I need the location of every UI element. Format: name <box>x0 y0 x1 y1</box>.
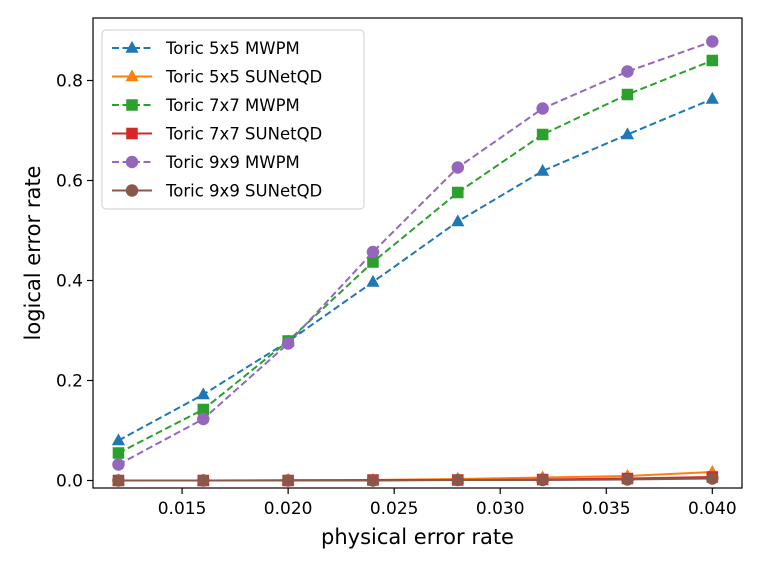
legend-marker <box>125 155 139 169</box>
x-tick-label: 0.020 <box>264 499 313 519</box>
series-line <box>117 40 713 466</box>
legend-marker <box>126 99 138 111</box>
data-point <box>281 474 295 487</box>
data-point <box>366 274 380 287</box>
data-point <box>112 447 125 459</box>
x-tick-label: 0.040 <box>688 499 737 519</box>
y-tick-label: 0.0 <box>56 472 83 492</box>
legend-label: Toric 7x7 SUNetQD <box>165 125 322 144</box>
legend-marker <box>125 40 139 53</box>
y-axis-label: logical error rate <box>21 166 45 341</box>
data-point <box>281 337 295 350</box>
legend-marker <box>125 184 139 197</box>
legend-label: Toric 9x9 MWPM <box>165 153 300 172</box>
data-point <box>706 472 719 485</box>
legend-item: Toric 5x5 SUNetQD <box>112 68 322 87</box>
x-tick-label: 0.035 <box>582 499 631 519</box>
legend-label: Toric 9x9 SUNetQD <box>165 182 322 201</box>
data-point <box>621 65 634 78</box>
legend-item: Toric 7x7 SUNetQD <box>112 125 322 144</box>
data-point <box>451 214 465 227</box>
data-point <box>451 473 465 487</box>
y-tick-label: 0.8 <box>56 72 83 92</box>
legend-item: Toric 9x9 SUNetQD <box>112 182 322 201</box>
legend-frame <box>101 29 365 210</box>
data-point <box>706 54 719 67</box>
legend-label: Toric 5x5 SUNetQD <box>165 68 322 87</box>
data-point <box>367 256 379 268</box>
legend-marker <box>126 127 138 140</box>
data-point <box>197 474 210 487</box>
legend-item: Toric 9x9 MWPM <box>112 153 300 172</box>
series-toric-9x9-mwpm <box>112 35 719 471</box>
series-line <box>117 59 713 454</box>
data-point <box>452 186 464 199</box>
data-point <box>197 412 210 426</box>
data-point <box>112 474 125 487</box>
data-point <box>197 403 210 416</box>
x-tick-label: 0.025 <box>370 499 419 519</box>
series-line <box>118 477 713 482</box>
data-point <box>620 127 635 140</box>
data-point <box>706 35 719 48</box>
data-point <box>111 433 126 446</box>
data-point <box>621 473 634 486</box>
data-point <box>536 163 550 176</box>
data-point <box>536 128 549 141</box>
legend-marker <box>125 69 139 82</box>
data-point <box>366 245 380 259</box>
data-point <box>536 102 549 115</box>
legend-item: Toric 5x5 MWPM <box>112 39 300 58</box>
data-point <box>621 88 634 101</box>
series-line <box>117 98 713 442</box>
x-tick-label: 0.030 <box>476 499 525 519</box>
data-point <box>705 91 719 104</box>
data-point <box>366 474 380 487</box>
plot-frame <box>92 17 743 489</box>
series-toric-5x5-mwpm <box>111 91 719 446</box>
legend: Toric 5x5 MWPM Toric 5x5 SUNetQD Toric 7x7… <box>101 29 365 210</box>
data-point <box>112 458 125 471</box>
x-tick-label: 0.015 <box>158 499 207 519</box>
legend-item: Toric 7x7 MWPM <box>112 96 300 115</box>
data-point <box>196 387 210 400</box>
data-point <box>451 161 465 174</box>
x-axis-label: physical error rate <box>321 525 514 549</box>
data-point <box>536 473 549 487</box>
legend-label: Toric 7x7 MWPM <box>165 96 300 115</box>
series-toric-9x9-sunetqd <box>112 472 719 487</box>
axes-layer: 0.015 0.020 0.025 0.030 0.035 0.040 0.0 0.2 0.4 0… <box>56 72 737 520</box>
y-tick-label: 0.2 <box>56 372 83 392</box>
legend-label: Toric 5x5 MWPM <box>165 39 300 58</box>
y-tick-label: 0.6 <box>56 172 83 192</box>
y-tick-label: 0.4 <box>56 272 83 292</box>
series-layer <box>111 35 719 487</box>
